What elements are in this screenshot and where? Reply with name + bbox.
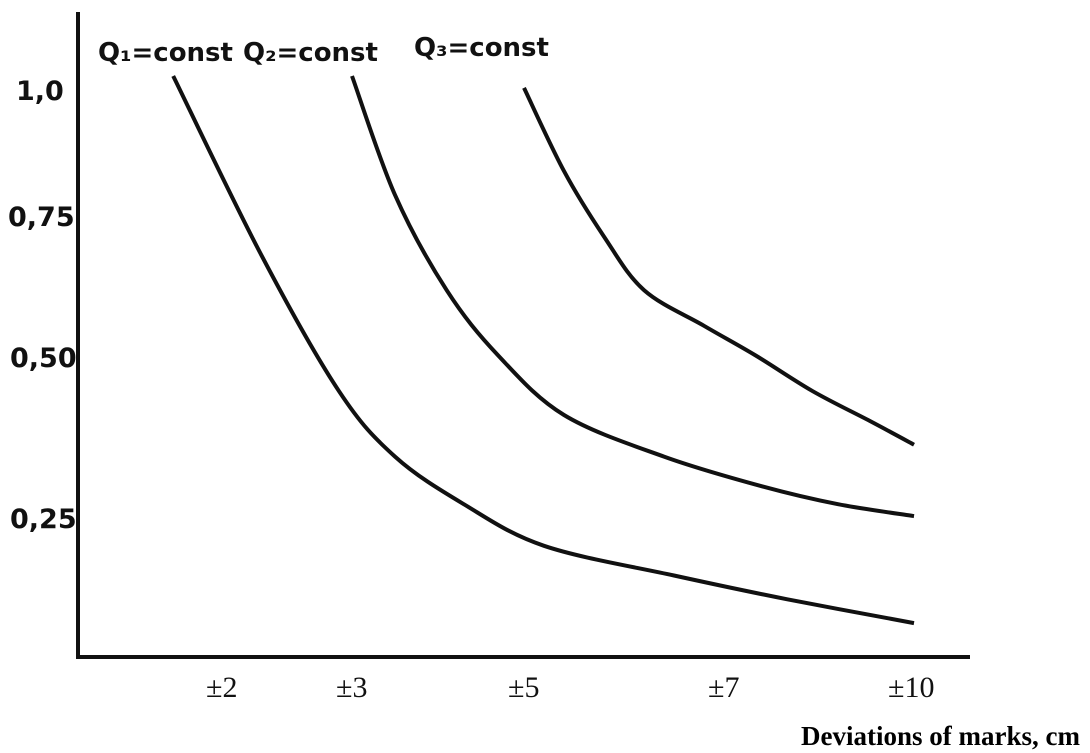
series-line-q2 — [350, 75, 915, 519]
series-line-q3 — [522, 87, 915, 447]
x-tick-label: ±7 — [708, 671, 739, 704]
y-tick-label: 0,75 — [8, 202, 75, 233]
x-tick-label: ±2 — [206, 671, 237, 704]
x-tick-label: ±10 — [888, 671, 934, 704]
y-tick-label: 0,50 — [10, 343, 77, 374]
series-label-q3: Q₃=const — [414, 33, 549, 63]
x-axis-label: Deviations of marks, cm — [801, 721, 1080, 751]
x-tick-label: ±5 — [508, 671, 539, 704]
x-tick-label: ±3 — [336, 671, 367, 704]
y-tick-label: 1,0 — [16, 76, 64, 107]
series-line-q1 — [171, 75, 915, 626]
y-tick-label: 0,25 — [10, 504, 77, 535]
series-label-q1: Q₁=const — [98, 38, 233, 68]
series-label-q2: Q₂=const — [243, 38, 378, 68]
